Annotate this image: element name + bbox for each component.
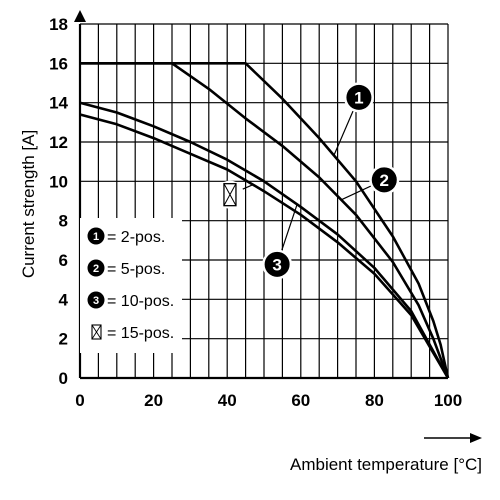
y-tick-label: 16 bbox=[49, 54, 68, 73]
y-tick-label: 0 bbox=[59, 369, 68, 388]
callout-marker-label: 2 bbox=[380, 171, 389, 190]
y-tick-label: 6 bbox=[59, 251, 68, 270]
legend-marker-1 bbox=[87, 227, 105, 245]
axis-titles: Current strength [A] Ambient temperature … bbox=[19, 130, 482, 474]
legend: 1 = 2-pos. 2 = 5-pos. 3 = 10-pos. = 15-pos. bbox=[80, 218, 182, 353]
callout-marker-box bbox=[223, 183, 237, 207]
x-axis-title: Ambient temperature [°C] bbox=[290, 455, 482, 474]
y-tick-label: 2 bbox=[59, 330, 68, 349]
legend-marker-2 bbox=[87, 259, 105, 277]
y-tick-label: 18 bbox=[49, 15, 68, 34]
legend-label: = 10-pos. bbox=[107, 293, 174, 310]
x-tick-label: 20 bbox=[144, 391, 163, 410]
legend-label: = 5-pos. bbox=[107, 261, 165, 278]
legend-marker-3 bbox=[87, 291, 105, 309]
series-line-3 bbox=[79, 101, 450, 379]
x-tick-label: 60 bbox=[291, 391, 310, 410]
callout-marker-label: 1 bbox=[354, 88, 363, 107]
callout-marker-label: 3 bbox=[272, 255, 281, 274]
series-line-2 bbox=[80, 62, 450, 379]
series-group bbox=[79, 62, 450, 379]
x-tick-label: 100 bbox=[434, 391, 462, 410]
callouts-group: 1 2 3 bbox=[215, 82, 400, 280]
callout-marker-1 bbox=[346, 84, 372, 110]
series-line-4 bbox=[79, 113, 450, 379]
callout-marker-3 bbox=[264, 251, 290, 277]
legend-label: = 15-pos. bbox=[107, 325, 174, 342]
legend-marker-cross bbox=[91, 324, 102, 340]
y-tick-label: 8 bbox=[59, 212, 68, 231]
callout-marker-cross bbox=[223, 183, 237, 206]
legend-marker-label: 3 bbox=[93, 295, 99, 307]
y-axis-arrow bbox=[74, 10, 86, 22]
x-tick-label: 40 bbox=[218, 391, 237, 410]
legend-marker-box bbox=[91, 324, 102, 340]
x-tick-label: 80 bbox=[365, 391, 384, 410]
series-line-1 bbox=[80, 62, 450, 379]
legend-marker-label: 1 bbox=[93, 231, 99, 243]
x-tick-label: 0 bbox=[75, 391, 84, 410]
x-axis-arrow-head bbox=[470, 433, 482, 443]
y-tick-label: 14 bbox=[49, 94, 68, 113]
y-tick-label: 10 bbox=[49, 172, 68, 191]
y-tick-label: 12 bbox=[49, 133, 68, 152]
legend-marker-label: 2 bbox=[93, 263, 99, 275]
y-tick-label: 4 bbox=[59, 290, 69, 309]
callout-marker-2 bbox=[371, 167, 397, 193]
legend-label: = 2-pos. bbox=[107, 229, 165, 246]
y-axis-title: Current strength [A] bbox=[19, 130, 38, 278]
